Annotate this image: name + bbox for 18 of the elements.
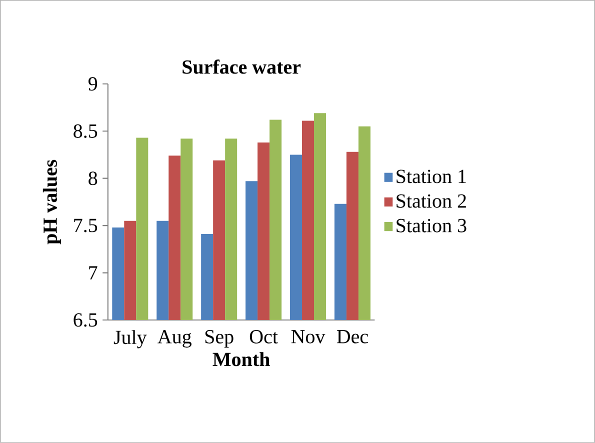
y-tick-label: 6.5 (74, 313, 98, 327)
x-tick-label: July (114, 330, 147, 348)
y-tick-label: 8 (88, 172, 98, 186)
x-axis-title: Month (212, 352, 270, 366)
x-tick-label: Aug (158, 330, 192, 348)
x-tick-label: Oct (250, 330, 278, 344)
legend-label: Station 2 (396, 194, 466, 208)
legend-label: Station 1 (396, 170, 466, 184)
y-tick-label: 7.5 (74, 218, 98, 232)
x-tick-label: Sep (205, 330, 234, 348)
legend-label: Station 3 (396, 218, 466, 232)
x-tick-label: Nov (291, 330, 326, 344)
y-tick-label: 7 (89, 266, 98, 280)
y-tick-label: 9 (88, 77, 98, 91)
x-tick-label: Dec (336, 330, 368, 344)
chart-title: Surface water (182, 60, 301, 74)
y-axis-title: pH values (42, 160, 62, 244)
y-tick-label: 8.5 (74, 124, 98, 138)
